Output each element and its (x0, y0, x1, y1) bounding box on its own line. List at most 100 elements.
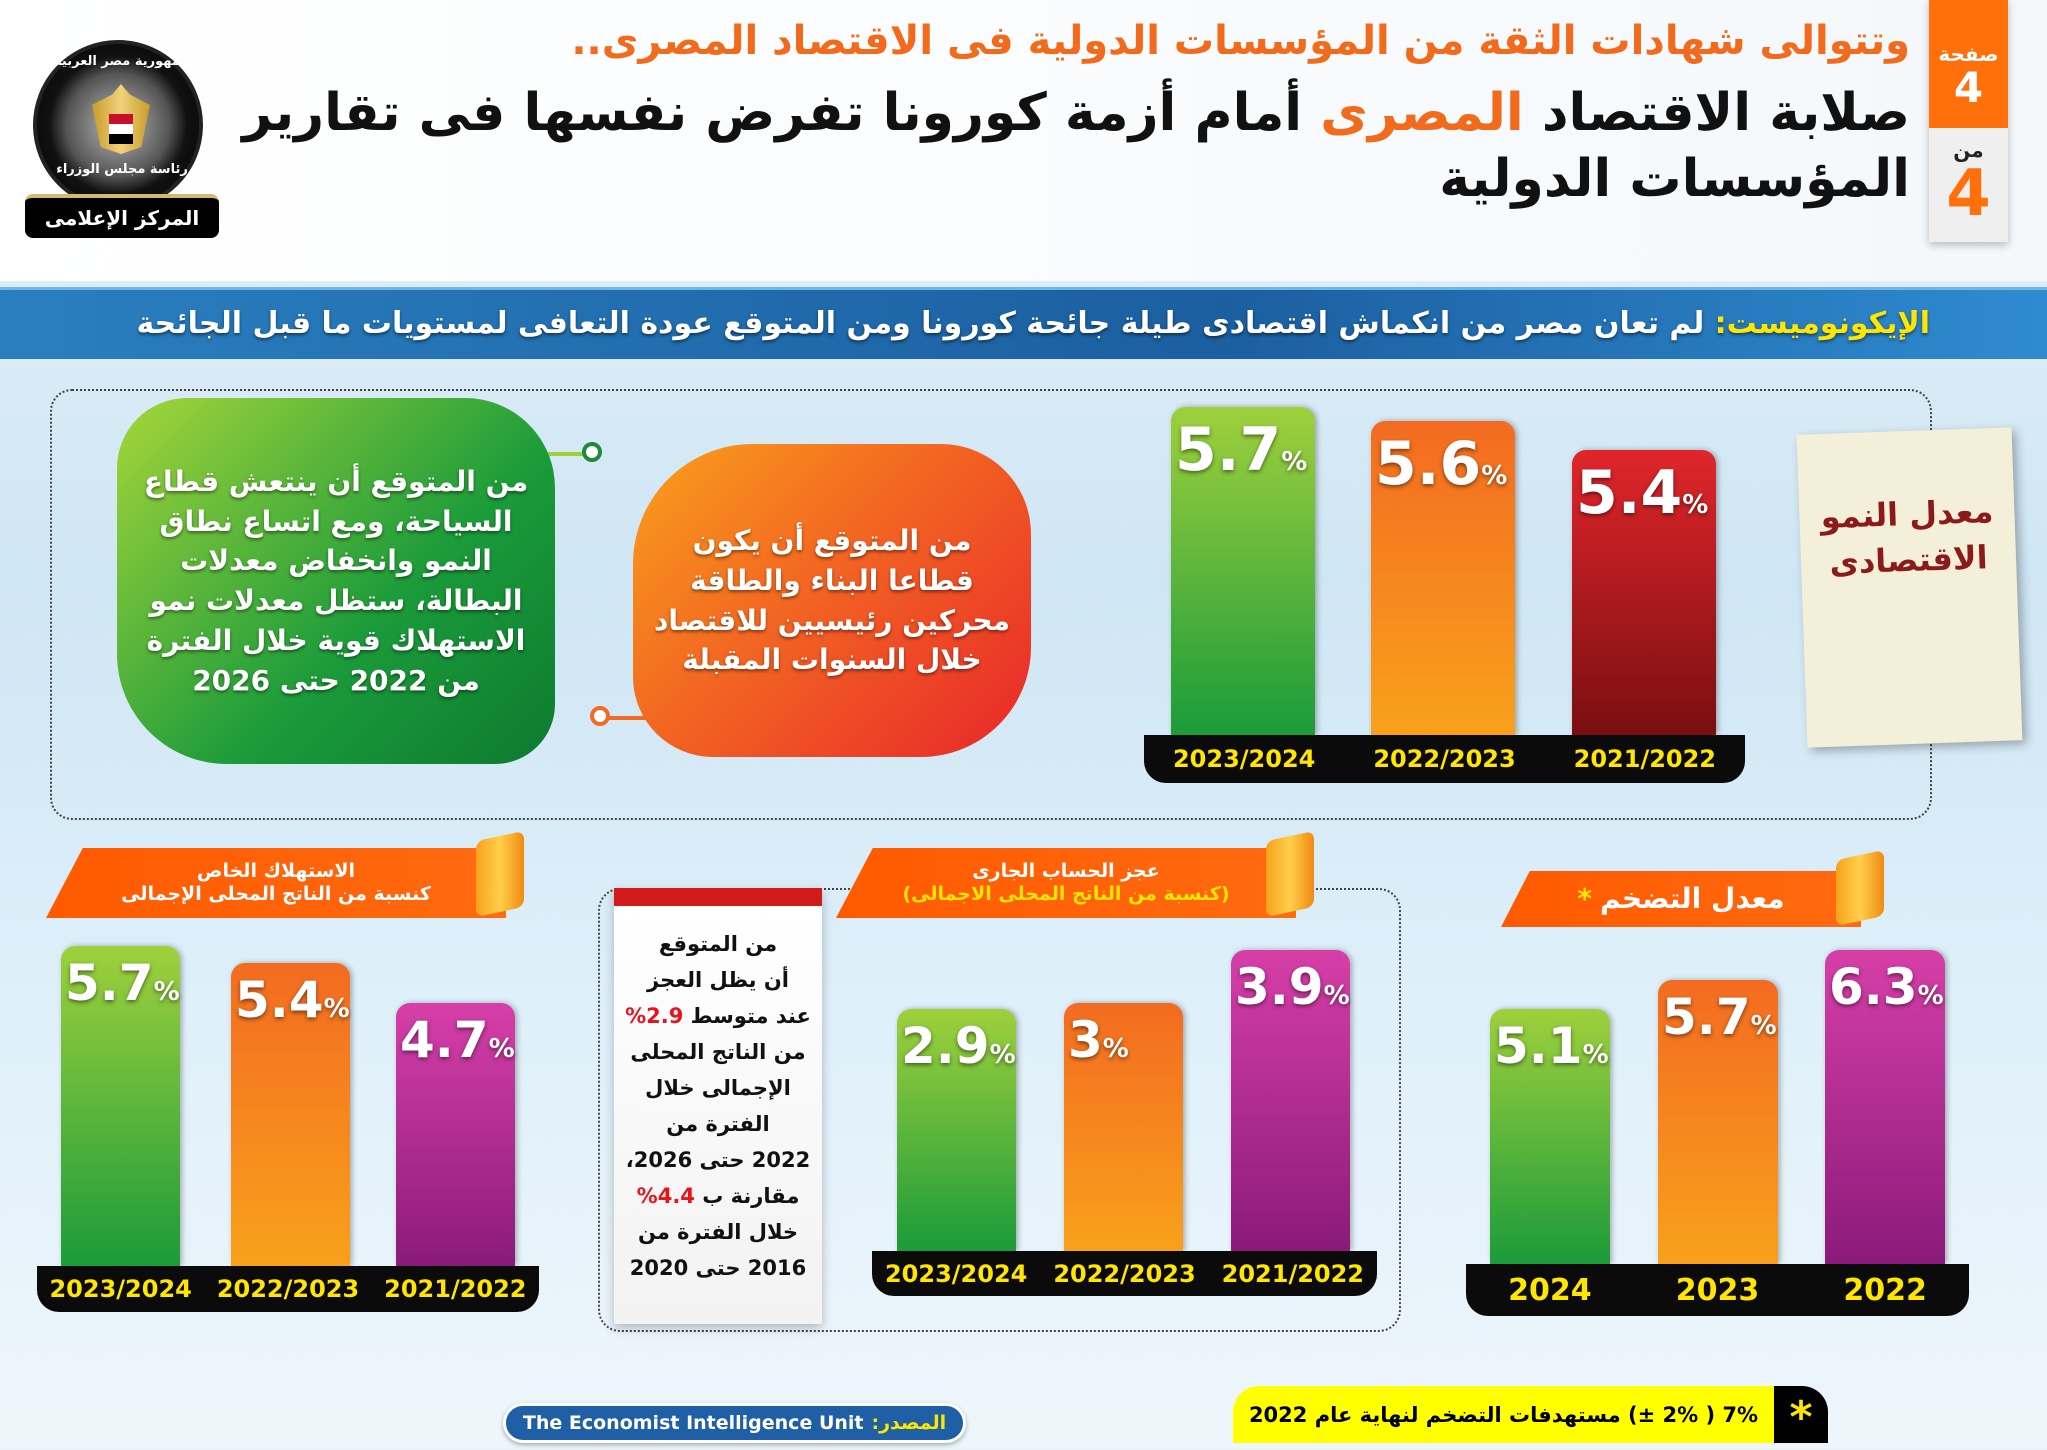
inflation-bar: 5.7% (1658, 979, 1778, 1264)
banner-body: لم تعان مصر من انكماش اقتصادى طيلة جائحة… (136, 306, 1705, 341)
asterisk-icon: * (1577, 882, 1593, 916)
unit-label: % (1582, 1040, 1609, 1070)
unit-label: % (1750, 1010, 1777, 1041)
unit-label: % (488, 1034, 515, 1064)
category-tick-label: 2021/2022 (1221, 1259, 1364, 1288)
consumption-bar: 5.4% (231, 963, 350, 1266)
growth-label: معدل النمو الاقتصادى (1819, 492, 1994, 583)
banner-source: الإيكونوميست: (1714, 306, 1930, 341)
category-tick-label: 2024 (1508, 1272, 1592, 1308)
headline-highlight: المصرى (1320, 83, 1524, 143)
scroll-roll-icon (1266, 830, 1314, 918)
bar-value-label: 5.7% (1175, 415, 1308, 486)
ribbon-subtitle: كنسبة من الناتج المحلى الإجمالى (121, 883, 431, 905)
headline-2: صلابة الاقتصاد المصرى أمام أزمة كورونا ت… (235, 80, 1910, 212)
unit-label: % (1682, 490, 1709, 520)
logo-middle-text: رئاسة مجلس الوزراء (56, 162, 188, 177)
consumption-bar: 4.7% (396, 1003, 515, 1266)
note-line: 2022 حتى 2026، (625, 1148, 811, 1172)
category-tick-label: 2023/2024 (49, 1275, 192, 1303)
page-current: 4 (1953, 63, 1984, 112)
footnote-text: 7% ( 2% ±) مستهدفات التضخم لنهاية عام 20… (1233, 1386, 1774, 1443)
economist-banner: الإيكونوميست: لم تعان مصر من انكماش اقتص… (0, 287, 2047, 359)
inflation-ribbon: معدل التضخم * (1501, 849, 1884, 927)
consumption-axis-base: 2023/2024 2022/2023 2021/2022 (37, 1266, 539, 1312)
category-tick-label: 2022/2023 (216, 1275, 360, 1303)
ribbon-title: عجز الحساب الجارى (972, 860, 1160, 883)
note-line: من الناتج المحلى (630, 1040, 806, 1064)
unit-label: % (989, 1040, 1016, 1070)
headline-part: صلابة الاقتصاد (1541, 83, 1910, 143)
logo-top-text: جمهورية مصر العربية (54, 54, 190, 69)
flag-icon (109, 114, 133, 144)
unit-label: % (1102, 1034, 1129, 1065)
bar-value-label: 5.7% (1662, 987, 1777, 1046)
unit-label: % (1323, 981, 1350, 1011)
header (0, 0, 2047, 281)
bar-value-label: 5.6% (1375, 429, 1508, 500)
note-line: مقارنة ب 4.4% (614, 1178, 822, 1214)
bar-value-label: 4.7% (400, 1011, 515, 1069)
note-line: عند متوسط 2.9% (614, 998, 822, 1034)
bar-value-label: 5.4% (1576, 458, 1709, 528)
inflation-bar: 5.1% (1490, 1009, 1610, 1264)
growth-bar: 5.4% (1572, 450, 1716, 735)
unit-label: % (323, 994, 350, 1025)
growth-label-notepad: معدل النمو الاقتصادى (1796, 427, 2023, 748)
bar-value-label: 6.3% (1829, 958, 1944, 1017)
deficit-note-card: من المتوقع أن يظل العجز عند متوسط 2.9% م… (614, 888, 822, 1324)
ribbon-subtitle: (كنسبة من الناتج المحلى الاجمالى) (902, 883, 1230, 905)
headline-1: وتتوالى شهادات الثقة من المؤسسات الدولية… (571, 18, 1910, 64)
category-tick-label: 2023/2024 (884, 1259, 1028, 1288)
consumption-ribbon: الاستهلاك الخاص كنسبة من الناتج المحلى ا… (46, 830, 529, 920)
note-line: الفترة من (666, 1112, 770, 1136)
note-line: خلال الفترة من (637, 1220, 799, 1244)
bar-value-label: 3.9% (1235, 958, 1350, 1016)
category-tick-label: 2022/2023 (1373, 745, 1516, 773)
note-text: عند متوسط (690, 1004, 811, 1028)
scroll-roll-icon (476, 830, 524, 918)
category-tick-label: 2021/2022 (1573, 745, 1716, 773)
deficit-ribbon: عجز الحساب الجارى (كنسبة من الناتج المحل… (836, 830, 1319, 920)
deficit-bar: 2.9% (897, 1009, 1016, 1251)
consumption-bar: 5.7% (61, 946, 180, 1266)
growth-axis-base: 2023/2024 2022/2023 2021/2022 (1144, 735, 1745, 783)
banner-text: الإيكونوميست: لم تعان مصر من انكماش اقتص… (40, 305, 1930, 343)
deficit-bar: 3.9% (1231, 950, 1350, 1251)
category-tick-label: 2021/2022 (384, 1275, 527, 1303)
source-pill: المصدر: The Economist Intelligence Unit (503, 1403, 966, 1443)
connector-ring-icon (590, 706, 610, 726)
bar-value-label: 3% (1068, 1011, 1129, 1070)
tourism-forecast-bubble: من المتوقع أن ينتعش قطاع السياحة، ومع ات… (117, 398, 555, 764)
note-line: من المتوقع (658, 932, 778, 956)
ribbon-title: الاستهلاك الخاص (196, 860, 356, 883)
asterisk-icon: * (1774, 1386, 1828, 1443)
note-line: أن يظل العجز (647, 968, 789, 992)
note-highlight: 4.4% (636, 1184, 695, 1208)
growth-bar: 5.6% (1371, 421, 1515, 735)
page-label: صفحة (1938, 42, 1999, 66)
category-tick-label: 2023/2024 (1172, 745, 1316, 773)
unit-label: % (153, 977, 180, 1007)
inflation-footnote: 7% ( 2% ±) مستهدفات التضخم لنهاية عام 20… (1233, 1386, 1828, 1443)
bar-value-label: 5.4% (235, 971, 350, 1030)
category-tick-label: 2022/2023 (1053, 1259, 1196, 1288)
page-of-label: من (1953, 138, 1984, 162)
page-indicator: صفحة 4 من 4 (1929, 0, 2008, 242)
deficit-bar: 3% (1064, 1003, 1183, 1251)
scroll-roll-icon (1836, 849, 1884, 927)
note-text: مقارنة ب (702, 1184, 800, 1208)
source-label: المصدر: (871, 1412, 947, 1434)
logo-band-text: المركز الإعلامى (25, 194, 219, 238)
ribbon-title: معدل التضخم (1600, 882, 1785, 916)
note-highlight: 2.9% (625, 1004, 684, 1028)
note-line: 2016 حتى 2020 (629, 1256, 807, 1280)
unit-label: % (1281, 447, 1308, 478)
page-total: 4 (1946, 157, 1991, 231)
bar-value-label: 5.7% (65, 954, 180, 1012)
note-line: الإجمالى خلال (645, 1076, 791, 1100)
inflation-bar: 6.3% (1825, 950, 1945, 1264)
unit-label: % (1917, 981, 1944, 1012)
source-value: The Economist Intelligence Unit (522, 1412, 864, 1434)
bar-value-label: 5.1% (1494, 1017, 1609, 1075)
